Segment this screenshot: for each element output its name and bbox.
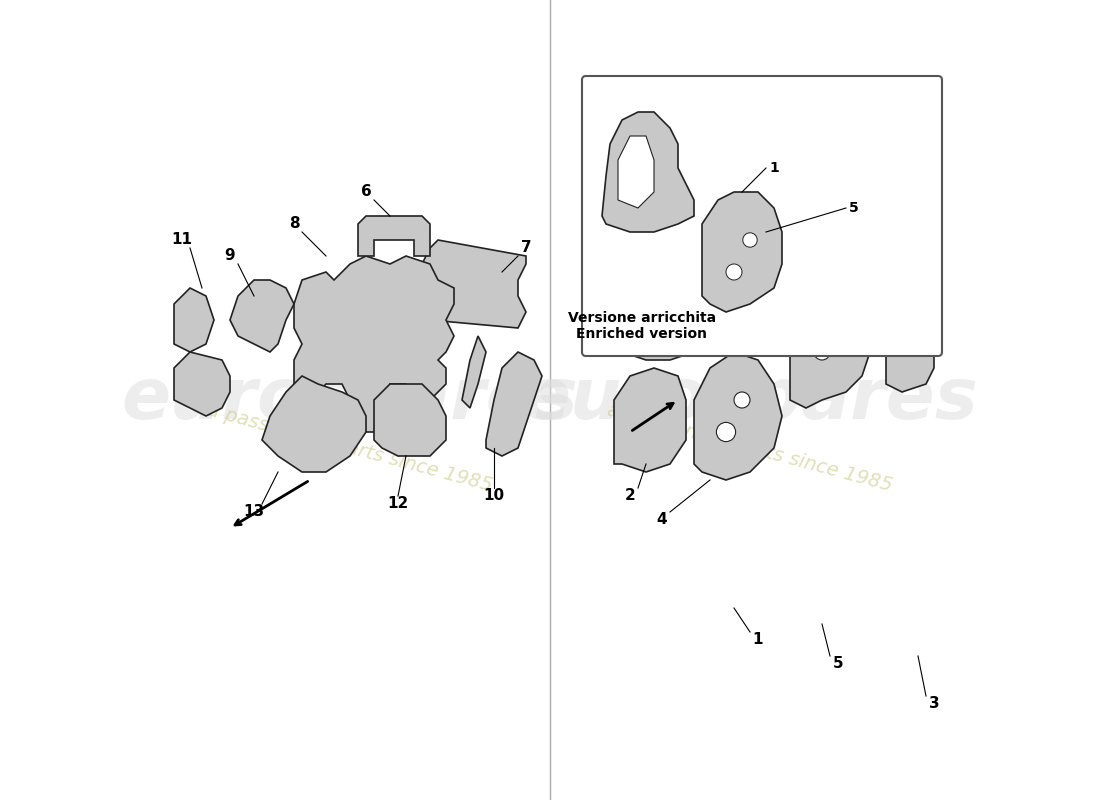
Polygon shape: [262, 376, 366, 472]
Polygon shape: [602, 112, 694, 232]
Circle shape: [702, 296, 718, 312]
Text: 1: 1: [752, 633, 763, 647]
Polygon shape: [790, 296, 870, 408]
Circle shape: [716, 422, 736, 442]
Text: 8: 8: [288, 217, 299, 231]
Polygon shape: [422, 240, 526, 328]
Circle shape: [734, 392, 750, 408]
Text: 3: 3: [928, 697, 939, 711]
Text: 11: 11: [172, 233, 192, 247]
Text: 4: 4: [657, 513, 668, 527]
Text: eurospares: eurospares: [521, 366, 978, 434]
Circle shape: [742, 233, 757, 247]
Text: a passion for parts since 1985: a passion for parts since 1985: [206, 401, 495, 495]
Polygon shape: [174, 352, 230, 416]
Polygon shape: [462, 336, 486, 408]
Polygon shape: [294, 256, 454, 432]
Polygon shape: [174, 288, 214, 352]
Text: 7: 7: [520, 241, 531, 255]
Text: eurospares: eurospares: [122, 366, 579, 434]
Circle shape: [692, 206, 712, 226]
Polygon shape: [702, 192, 782, 312]
Polygon shape: [590, 176, 774, 360]
Text: Versione arricchita: Versione arricchita: [568, 310, 716, 325]
FancyBboxPatch shape: [582, 76, 942, 356]
Text: 9: 9: [224, 249, 235, 263]
Polygon shape: [621, 224, 678, 312]
Polygon shape: [486, 352, 542, 456]
Text: 1: 1: [769, 161, 779, 175]
Text: 5: 5: [849, 201, 859, 215]
Text: 13: 13: [243, 505, 265, 519]
Text: a passion for parts since 1985: a passion for parts since 1985: [605, 401, 894, 495]
Polygon shape: [694, 352, 782, 480]
Circle shape: [814, 344, 830, 360]
Text: 10: 10: [483, 489, 505, 503]
Polygon shape: [618, 136, 654, 208]
Polygon shape: [886, 320, 934, 392]
Circle shape: [830, 329, 845, 343]
Text: 12: 12: [387, 497, 408, 511]
Text: 6: 6: [361, 185, 372, 199]
Polygon shape: [614, 368, 686, 472]
Polygon shape: [358, 216, 430, 256]
Circle shape: [726, 264, 742, 280]
Polygon shape: [374, 384, 446, 456]
Text: Enriched version: Enriched version: [576, 327, 707, 342]
Text: 5: 5: [833, 657, 844, 671]
Polygon shape: [230, 280, 294, 352]
Circle shape: [710, 248, 726, 264]
Text: 2: 2: [625, 489, 636, 503]
